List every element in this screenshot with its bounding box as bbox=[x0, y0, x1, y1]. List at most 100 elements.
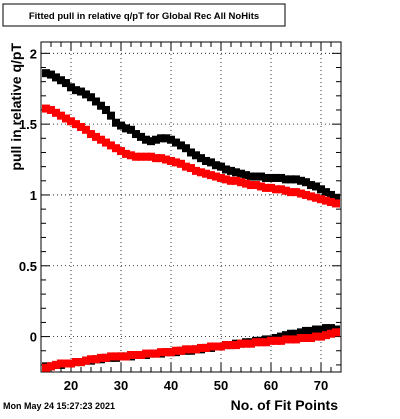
data-point bbox=[162, 155, 170, 164]
data-point bbox=[42, 363, 50, 372]
data-point bbox=[327, 329, 335, 338]
data-point bbox=[142, 349, 150, 358]
data-point bbox=[47, 105, 55, 114]
data-point bbox=[72, 358, 80, 367]
data-point bbox=[117, 352, 125, 361]
data-point bbox=[162, 134, 170, 143]
data-point bbox=[277, 336, 285, 345]
data-point bbox=[147, 137, 155, 146]
data-point bbox=[267, 336, 275, 345]
data-point bbox=[202, 169, 210, 178]
data-point bbox=[212, 172, 220, 181]
data-point bbox=[172, 346, 180, 355]
data-point bbox=[297, 189, 305, 198]
data-point bbox=[322, 331, 330, 340]
data-point bbox=[127, 151, 135, 160]
y-tick-label: 0 bbox=[30, 330, 37, 345]
data-point bbox=[272, 185, 280, 194]
data-point bbox=[287, 188, 295, 197]
data-point bbox=[87, 93, 95, 102]
data-point bbox=[267, 183, 275, 192]
data-point bbox=[212, 342, 220, 351]
data-point bbox=[252, 181, 260, 190]
chart-title: Fitted pull in relative q/pT for Global … bbox=[29, 11, 259, 22]
data-point bbox=[322, 324, 330, 333]
data-point bbox=[317, 185, 325, 194]
data-point bbox=[327, 324, 335, 333]
data-point bbox=[77, 122, 85, 131]
data-point bbox=[282, 186, 290, 195]
data-point bbox=[167, 348, 175, 357]
data-point bbox=[82, 90, 90, 99]
data-point bbox=[332, 199, 340, 208]
data-point bbox=[187, 148, 195, 157]
data-point bbox=[247, 181, 255, 190]
data-point bbox=[72, 120, 80, 129]
data-point bbox=[82, 125, 90, 134]
data-point bbox=[207, 171, 215, 180]
data-point bbox=[137, 152, 145, 161]
x-tick-label: 40 bbox=[164, 378, 178, 393]
data-point bbox=[112, 118, 120, 127]
data-point bbox=[282, 175, 290, 184]
data-point bbox=[122, 352, 130, 361]
data-point bbox=[297, 328, 305, 337]
data-point bbox=[152, 349, 160, 358]
data-point bbox=[287, 335, 295, 344]
data-point bbox=[52, 108, 60, 117]
data-point bbox=[52, 73, 60, 82]
data-point bbox=[267, 173, 275, 182]
x-tick-label: 60 bbox=[264, 378, 278, 393]
data-point bbox=[242, 171, 250, 180]
data-point bbox=[257, 172, 265, 181]
data-point bbox=[187, 164, 195, 173]
data-point bbox=[57, 76, 65, 85]
data-point bbox=[242, 339, 250, 348]
data-point bbox=[257, 182, 265, 191]
data-point bbox=[102, 138, 110, 147]
data-point bbox=[272, 173, 280, 182]
data-point bbox=[322, 196, 330, 205]
data-point bbox=[317, 325, 325, 334]
data-point bbox=[222, 341, 230, 350]
data-point bbox=[177, 346, 185, 355]
data-point bbox=[327, 190, 335, 199]
data-point bbox=[77, 358, 85, 367]
data-series bbox=[42, 328, 340, 372]
data-point bbox=[52, 360, 60, 369]
data-point bbox=[232, 168, 240, 177]
data-point bbox=[317, 195, 325, 204]
data-points bbox=[42, 69, 340, 372]
data-point bbox=[277, 185, 285, 194]
data-point bbox=[232, 176, 240, 185]
data-point bbox=[97, 353, 105, 362]
data-point bbox=[152, 135, 160, 144]
data-point bbox=[237, 169, 245, 178]
data-point bbox=[317, 332, 325, 341]
data-series bbox=[42, 69, 340, 202]
data-point bbox=[72, 86, 80, 95]
data-point bbox=[247, 339, 255, 348]
data-point bbox=[227, 341, 235, 350]
data-point bbox=[252, 338, 260, 347]
data-point bbox=[132, 152, 140, 161]
data-point bbox=[327, 198, 335, 207]
data-point bbox=[67, 117, 75, 126]
data-point bbox=[287, 329, 295, 338]
data-point bbox=[87, 355, 95, 364]
data-point bbox=[232, 341, 240, 350]
data-point bbox=[307, 334, 315, 343]
data-point bbox=[277, 173, 285, 182]
x-tick-labels: 20 30 40 50 60 70 bbox=[64, 378, 328, 393]
data-point bbox=[287, 175, 295, 184]
timestamp: Mon May 24 15:27:23 2021 bbox=[3, 401, 115, 411]
data-point bbox=[302, 190, 310, 199]
data-point bbox=[62, 114, 70, 123]
data-point bbox=[312, 193, 320, 202]
y-tick-label: 1 bbox=[30, 188, 37, 203]
data-point bbox=[177, 159, 185, 168]
data-point bbox=[202, 343, 210, 352]
data-point bbox=[47, 70, 55, 79]
data-point bbox=[147, 349, 155, 358]
